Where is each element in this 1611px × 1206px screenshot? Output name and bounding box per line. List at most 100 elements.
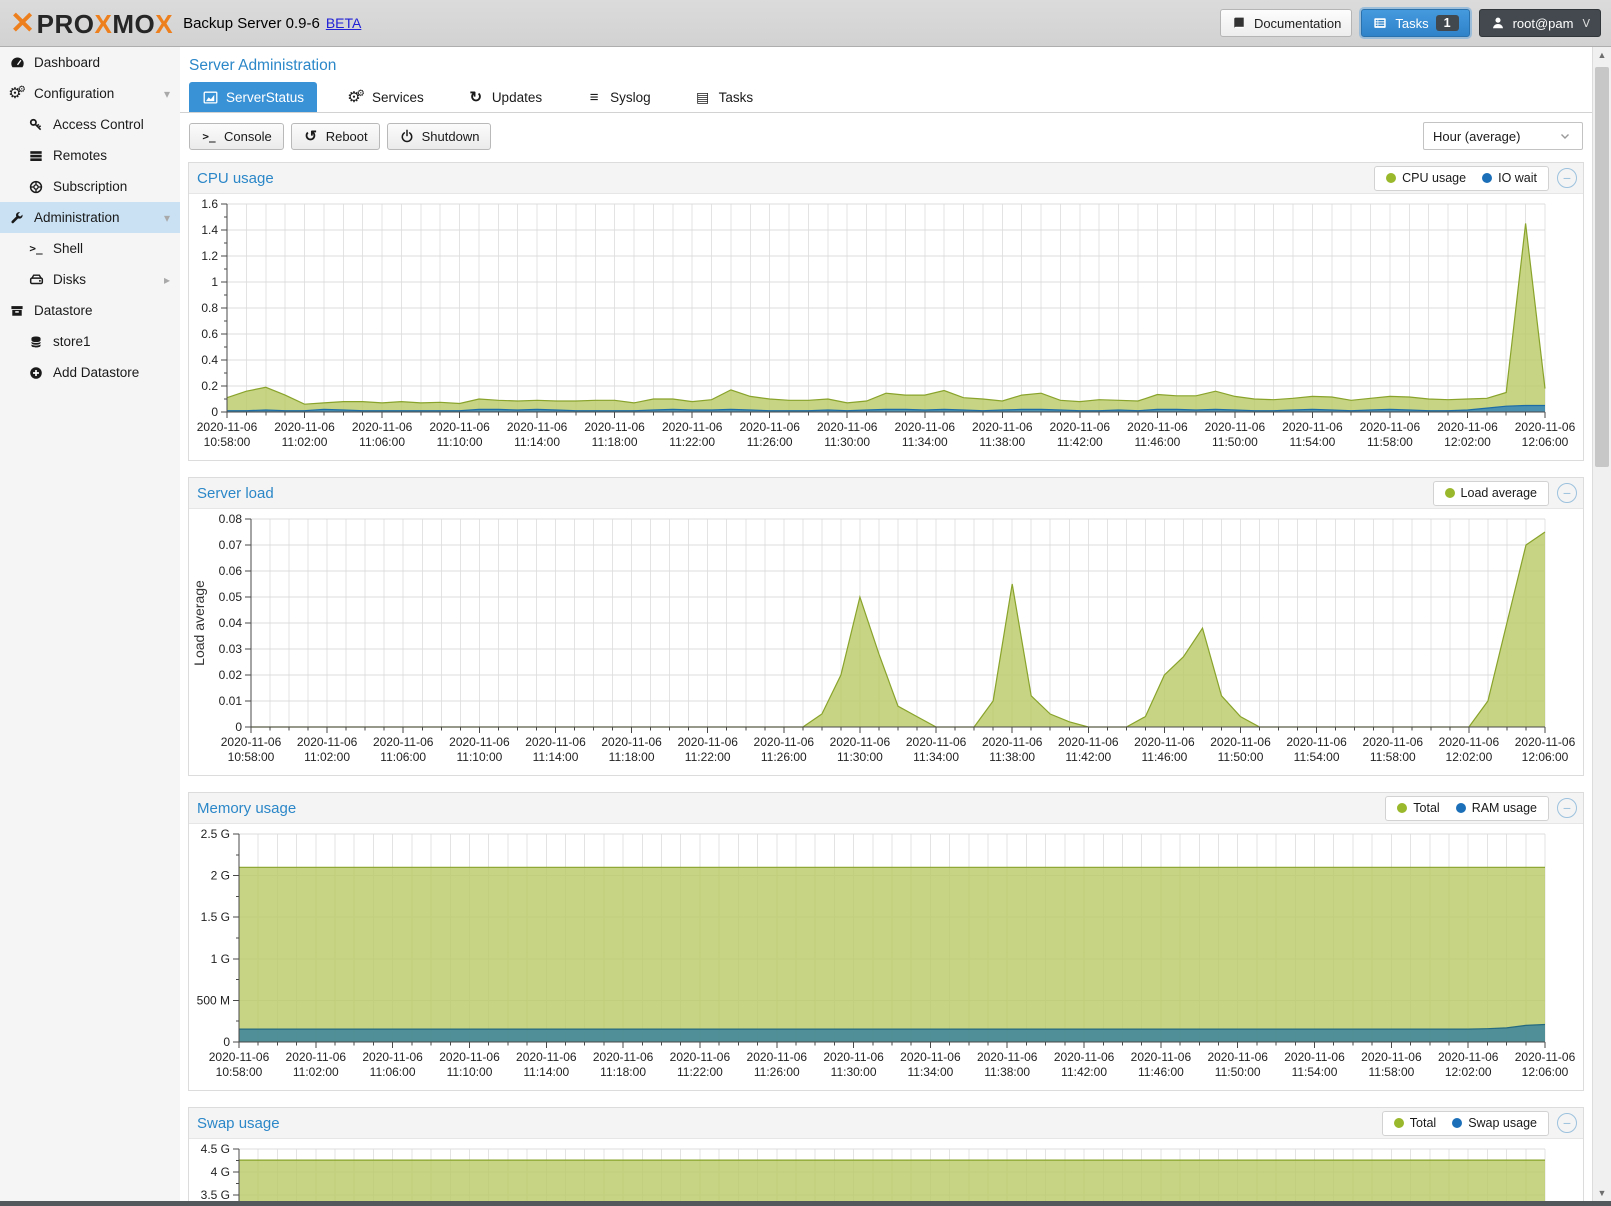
sidebar-item-configuration[interactable]: ⚙ ⚙ Configuration ▾ (8, 84, 170, 102)
remotes-icon (28, 148, 44, 164)
refresh-icon: ↻ (469, 88, 483, 106)
user-menu-button[interactable]: root@pam ᐯ (1478, 9, 1601, 37)
svg-text:0.03: 0.03 (219, 642, 243, 656)
svg-text:0: 0 (211, 405, 218, 419)
legend-item[interactable]: Total (1397, 801, 1440, 815)
shutdown-button[interactable]: Shutdown (386, 122, 492, 150)
svg-text:4 G: 4 G (211, 1165, 230, 1179)
svg-text:0.8: 0.8 (201, 301, 218, 315)
collapse-icon[interactable]: − (1557, 168, 1577, 188)
proxmox-logo-icon: ✕ (10, 6, 36, 40)
sidebar-item-administration[interactable]: Administration ▾ (0, 202, 180, 233)
legend-dot (1452, 1118, 1463, 1128)
scroll-down-arrow[interactable]: ▼ (1597, 1188, 1607, 1198)
scrollbar-thumb[interactable] (1595, 67, 1609, 467)
sidebar-item-add-datastore[interactable]: Add Datastore (0, 357, 180, 388)
console-button[interactable]: >_ Console (189, 122, 284, 150)
user-label: root@pam (1512, 15, 1574, 31)
power-icon (399, 128, 415, 144)
gears-icon: ⚙ ⚙ (347, 87, 365, 106)
chevron-down-icon[interactable]: ▾ (163, 210, 170, 225)
timeframe-select[interactable]: Hour (average) (1423, 122, 1583, 150)
legend-dot (1444, 488, 1455, 498)
collapse-icon[interactable]: − (1557, 1113, 1577, 1133)
product-version-label: Backup Server 0.9-6 (183, 14, 320, 32)
tab-syslog[interactable]: ≡ Syslog (573, 82, 664, 112)
tasks-button[interactable]: Tasks 1 (1361, 9, 1470, 37)
sidebar-item-subscription[interactable]: Subscription (0, 171, 180, 202)
sidebar-item-store1[interactable]: store1 (0, 326, 180, 357)
task-list-icon (1372, 15, 1388, 31)
chart-legend: Load average (1432, 480, 1549, 506)
cpu-usage-panel: CPU usage CPU usage IO wait − 0 0.2 0.4 0.6… (188, 162, 1584, 461)
key-icon (28, 117, 44, 133)
svg-text:0.6: 0.6 (201, 327, 218, 341)
sidebar-item-dashboard[interactable]: Dashboard (0, 47, 180, 78)
legend-item[interactable]: Load average (1444, 486, 1537, 500)
scroll-up-arrow[interactable]: ▲ (1597, 50, 1607, 60)
sidebar-item-datastore[interactable]: Datastore (0, 295, 180, 326)
legend-item[interactable]: Swap usage (1452, 1116, 1537, 1130)
chart-legend: Total Swap usage (1381, 1110, 1549, 1136)
wrench-icon (9, 210, 25, 226)
svg-text:0.02: 0.02 (219, 668, 243, 682)
legend-item[interactable]: CPU usage (1386, 171, 1466, 185)
sidebar-item-disks[interactable]: Disks ▸ (0, 264, 180, 295)
svg-text:3.5 G: 3.5 G (201, 1188, 230, 1201)
chevron-down-icon (1557, 128, 1573, 144)
legend-item[interactable]: Total (1393, 1116, 1436, 1130)
chevron-right-icon[interactable]: ▸ (163, 272, 170, 287)
sidebar-item-shell[interactable]: >_ Shell (29, 241, 84, 256)
chevron-down-icon[interactable]: ▾ (163, 86, 170, 101)
svg-text:1 G: 1 G (211, 952, 230, 966)
cpu-usage-chart: 0 0.2 0.4 0.6 0.8 1 1.2 1.4 1.6 2020-11-06 10:58:0… (189, 193, 1583, 460)
tab-bar: ServerStatus ⚙ ⚙ Services ↻ Updates ≡ Sys… (180, 82, 1592, 113)
area-chart-icon (202, 89, 218, 105)
proxmox-logo: ✕ PROXMOX (10, 6, 173, 41)
svg-text:0: 0 (223, 1035, 230, 1049)
panel-title: Server load (197, 484, 274, 502)
window-bottom-edge (0, 1201, 1611, 1206)
dashboard-icon (9, 55, 25, 71)
server-load-chart: 0 0.01 0.02 0.03 0.04 0.05 0.06 0.07 0.08 2020-11… (189, 508, 1583, 775)
legend-item[interactable]: RAM usage (1455, 801, 1537, 815)
legend-item[interactable]: IO wait (1482, 171, 1537, 185)
svg-text:0.2: 0.2 (201, 379, 218, 393)
sidebar-item-remotes[interactable]: Remotes (0, 140, 180, 171)
tab-services[interactable]: ⚙ ⚙ Services (347, 87, 424, 106)
reboot-button[interactable]: ↺ Reboot (290, 122, 380, 150)
documentation-button[interactable]: Documentation (1219, 9, 1353, 37)
sidebar-item-access-control[interactable]: Access Control (0, 109, 180, 140)
tab-tasks[interactable]: ▤ Tasks (696, 89, 754, 105)
brand-wordmark: PROXMOX (36, 8, 174, 39)
user-icon (1490, 15, 1506, 31)
collapse-icon[interactable]: − (1557, 483, 1577, 503)
svg-text:0.08: 0.08 (219, 512, 243, 526)
vertical-scrollbar[interactable]: ▲ ▼ (1592, 47, 1611, 1201)
beta-link[interactable]: BETA (325, 15, 362, 31)
plus-circle-icon (28, 365, 44, 381)
tab-serverstatus[interactable]: ServerStatus (189, 82, 318, 112)
legend-dot (1482, 173, 1493, 183)
tab-updates[interactable]: ↻ Updates (469, 88, 543, 106)
collapse-icon[interactable]: − (1557, 798, 1577, 818)
